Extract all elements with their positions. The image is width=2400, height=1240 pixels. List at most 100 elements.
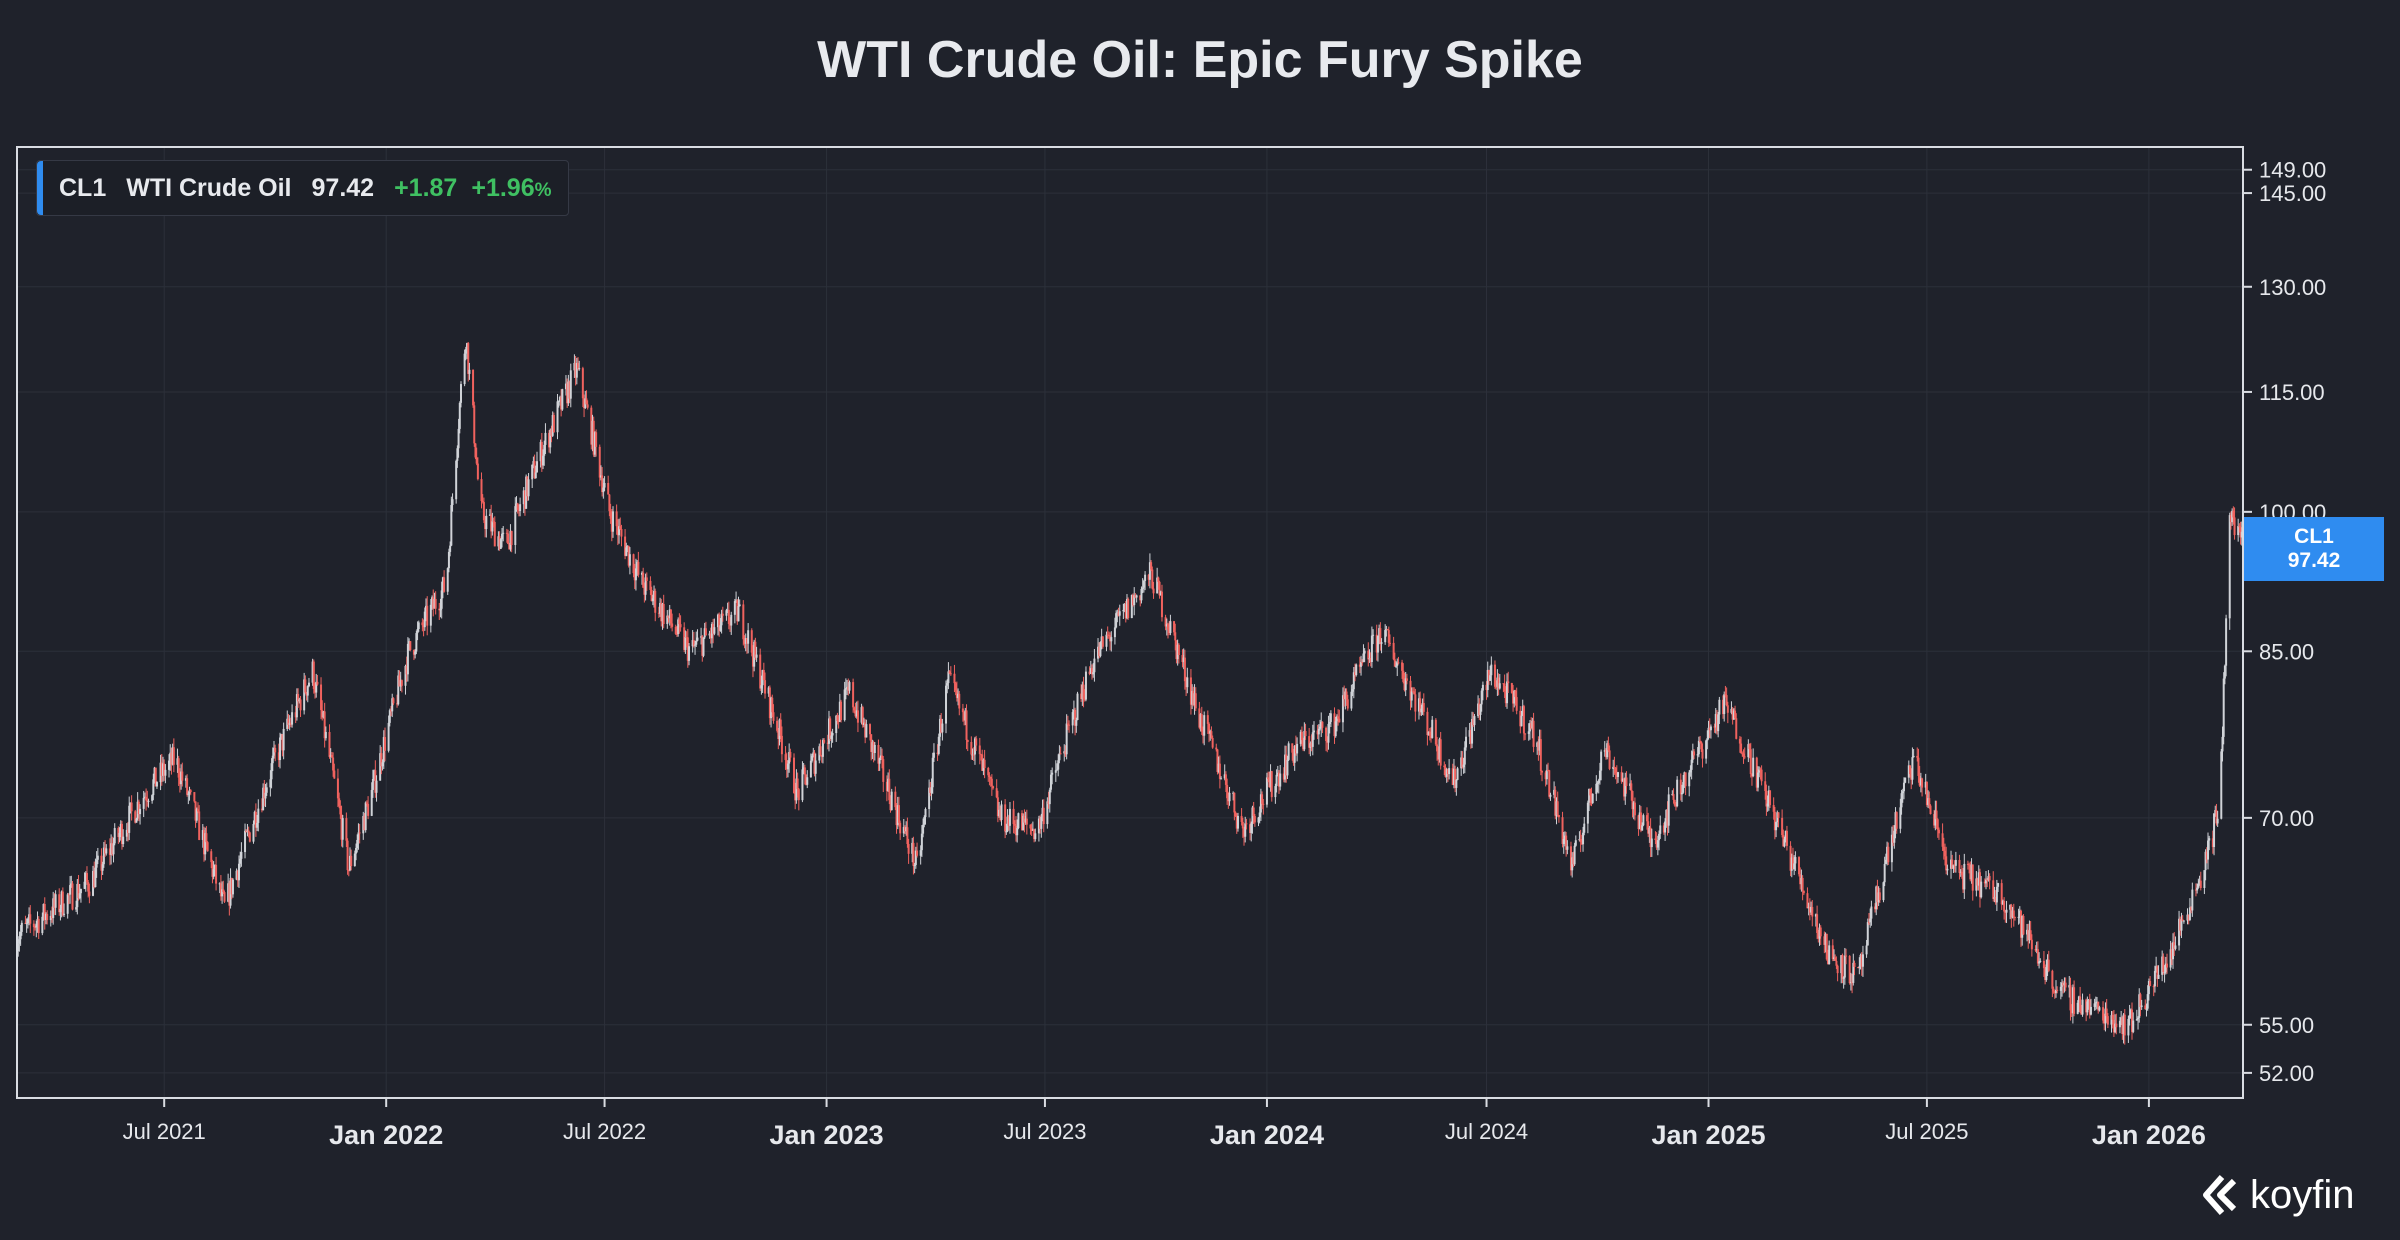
candle-body	[219, 883, 222, 897]
candle-body	[936, 752, 939, 754]
candle-body	[1040, 816, 1043, 829]
candle-body	[1899, 807, 1902, 829]
candle-body	[2182, 920, 2185, 922]
candle-body	[1917, 757, 1920, 776]
candle-body	[1706, 738, 1709, 741]
candle-body	[2132, 1020, 2135, 1032]
candle-body	[1950, 859, 1953, 869]
candle-body	[539, 442, 542, 462]
candle-body	[1284, 754, 1287, 780]
candle-body	[2188, 907, 2191, 920]
candle-body	[592, 420, 595, 455]
candle-body	[860, 707, 863, 723]
candle-body	[387, 722, 390, 751]
candle-body	[719, 625, 722, 631]
candle-body	[176, 758, 179, 765]
candle-body	[256, 822, 259, 828]
candle-body	[1358, 664, 1361, 667]
candle-body	[1362, 653, 1365, 663]
candle-body	[2197, 883, 2200, 888]
candle-body	[2061, 983, 2064, 987]
candle-body	[1793, 863, 1796, 870]
candle-body	[1439, 739, 1442, 766]
candle-body	[280, 734, 283, 738]
candle-body	[49, 915, 52, 921]
candle-body	[120, 823, 123, 845]
candle-body	[896, 805, 899, 826]
candle-body	[1674, 805, 1677, 807]
candle-body	[36, 918, 39, 924]
candle-body	[861, 707, 864, 726]
candle-body	[128, 805, 131, 833]
candle-body	[1810, 906, 1813, 913]
candle-body	[1135, 595, 1138, 598]
candle-body	[20, 922, 23, 932]
candle-body	[1151, 569, 1154, 589]
candle-body	[1756, 772, 1759, 788]
candle-body	[1232, 792, 1235, 794]
candle-body	[136, 801, 139, 819]
candle-body	[1309, 743, 1312, 748]
candle-body	[784, 754, 787, 761]
candle-body	[888, 778, 891, 801]
candle-body	[1209, 731, 1212, 734]
candle-body	[170, 752, 173, 765]
candle-body	[2122, 1014, 2125, 1035]
candle-body	[1900, 793, 1903, 808]
candle-body	[1672, 794, 1675, 800]
candle-body	[1969, 865, 1972, 880]
candle-body	[1278, 772, 1281, 787]
candle-body	[745, 638, 748, 644]
candle-body	[484, 520, 487, 530]
candle-body	[1183, 657, 1186, 682]
candle-body	[718, 614, 721, 631]
candle-body	[2161, 956, 2164, 975]
candle-body	[237, 863, 240, 881]
candle-body	[396, 703, 399, 705]
candle-body	[221, 889, 224, 897]
candle-body	[78, 893, 81, 899]
candle-body	[973, 738, 976, 755]
candle-body	[1017, 813, 1020, 829]
candle-body	[2089, 1006, 2092, 1015]
candle-body	[566, 383, 569, 404]
candle-body	[1097, 646, 1100, 659]
candle-body	[1048, 789, 1051, 805]
candle-body	[181, 771, 184, 781]
candle-body	[1361, 662, 1364, 664]
candle-body	[1124, 603, 1127, 619]
series-legend[interactable]: CL1 WTI Crude Oil 97.42 +1.87 +1.96%	[36, 160, 569, 216]
candle-body	[1933, 814, 1936, 826]
candle-body	[661, 603, 664, 622]
candle-body	[75, 907, 78, 910]
candle-body	[499, 539, 502, 549]
candle-body	[813, 752, 816, 774]
candle-body	[1480, 690, 1483, 705]
candle-body	[744, 638, 747, 644]
candle-body	[1329, 713, 1332, 722]
candle-body	[1286, 759, 1289, 776]
candle-body	[1253, 816, 1256, 823]
candle-body	[1790, 857, 1793, 871]
candle-body	[1071, 712, 1074, 726]
candle-body	[2205, 851, 2208, 860]
candle-body	[627, 545, 630, 566]
candle-body	[1233, 792, 1236, 813]
candle-body	[1041, 807, 1044, 817]
candle-body	[93, 870, 96, 888]
candle-body	[1420, 708, 1423, 713]
candle-body	[473, 405, 476, 444]
candle-body	[643, 587, 646, 595]
candle-body	[1125, 598, 1128, 619]
candle-body	[1402, 670, 1405, 682]
candle-body	[79, 888, 82, 894]
candle-body	[1697, 740, 1700, 755]
candle-body	[1316, 730, 1319, 735]
candle-body	[1224, 774, 1227, 785]
candle-body	[865, 724, 868, 738]
candle-body	[1689, 769, 1692, 773]
candle-body	[779, 719, 782, 736]
candle-body	[253, 811, 256, 825]
candle-body	[678, 619, 681, 625]
